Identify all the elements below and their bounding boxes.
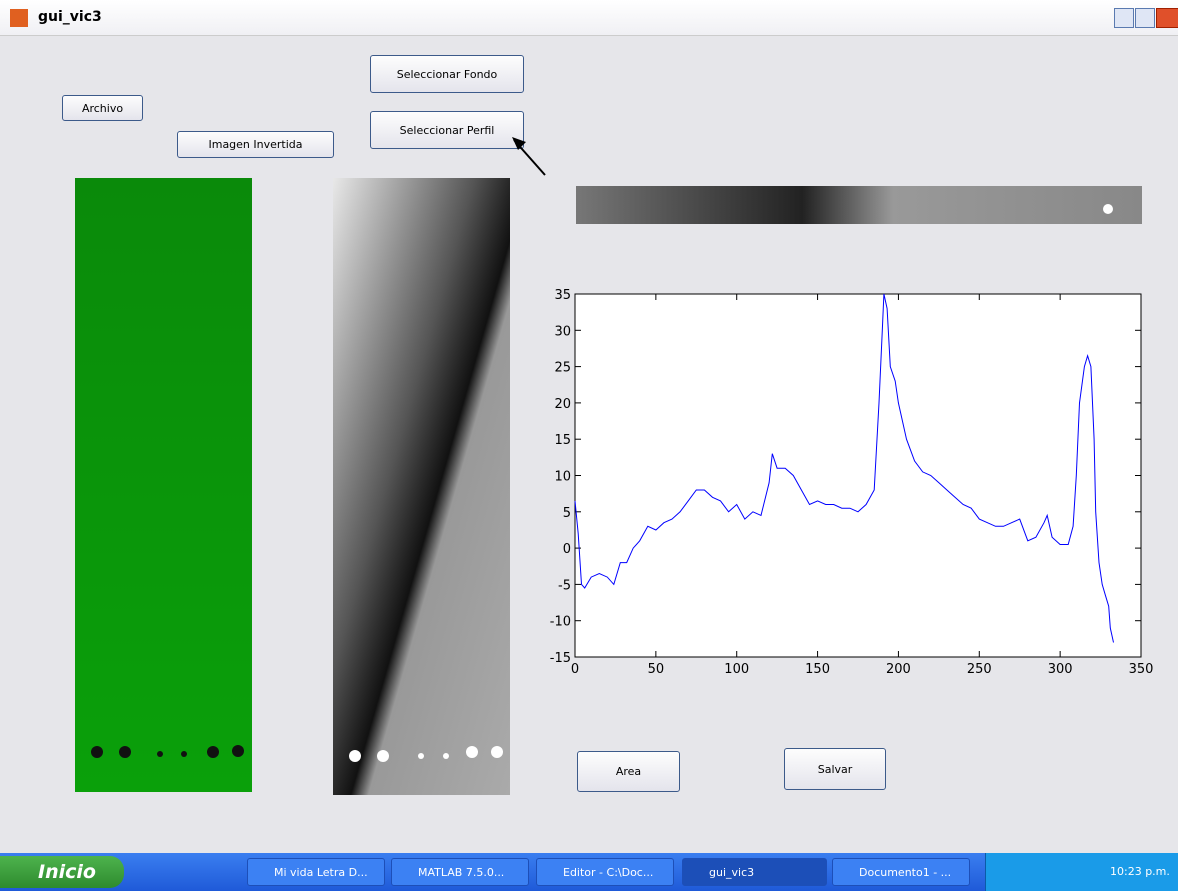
minimize[interactable]: [1114, 8, 1134, 28]
y-tick-label: 0: [563, 542, 571, 557]
green-spots: [91, 745, 244, 758]
y-tick-label: 35: [554, 288, 571, 303]
window-title: gui_vic3: [38, 9, 102, 25]
strip-spot: [1103, 204, 1113, 214]
y-tick-label: 5: [563, 506, 571, 521]
y-tick-label: 10: [554, 470, 571, 485]
button[interactable]: Archivo: [62, 95, 143, 121]
x-tick-label: 150: [805, 662, 830, 677]
y-tick-label: 30: [554, 324, 571, 339]
task-item[interactable]: MATLAB 7.5.0...: [391, 858, 529, 886]
button[interactable]: Area: [577, 751, 680, 792]
inverted-image: [333, 178, 510, 795]
data-line: [574, 293, 1114, 643]
button[interactable]: Salvar: [784, 748, 886, 790]
app-icon: [10, 9, 28, 27]
restore[interactable]: [1135, 8, 1155, 28]
start-button[interactable]: Inicio: [0, 856, 124, 888]
title-bar: gui_vic3: [0, 0, 1178, 36]
x-tick-label: 250: [967, 662, 992, 677]
button[interactable]: Seleccionar Perfil: [370, 111, 524, 149]
plot-area: [574, 293, 1142, 658]
x-tick-label: 100: [724, 662, 749, 677]
y-tick-label: 20: [554, 397, 571, 412]
x-tick-label: 0: [571, 662, 579, 677]
green-image: [75, 178, 252, 792]
task-item[interactable]: Mi vida Letra D...: [247, 858, 385, 886]
y-tick-label: -5: [558, 578, 571, 593]
y-tick-label: -15: [550, 651, 571, 666]
task-item[interactable]: Documento1 - ...: [832, 858, 970, 886]
x-tick-label: 200: [886, 662, 911, 677]
profile-strip: [576, 186, 1142, 224]
task-item[interactable]: gui_vic3: [682, 858, 827, 886]
close[interactable]: [1156, 8, 1178, 28]
button[interactable]: Seleccionar Fondo: [370, 55, 524, 93]
x-tick-label: 300: [1048, 662, 1073, 677]
inverted-spots: [349, 746, 503, 762]
x-tick-label: 350: [1129, 662, 1154, 677]
button[interactable]: Imagen Invertida: [177, 131, 334, 158]
x-tick-label: 50: [648, 662, 665, 677]
task-item[interactable]: Editor - C:\Doc...: [536, 858, 674, 886]
y-tick-label: 15: [554, 433, 571, 448]
y-tick-label: 25: [554, 361, 571, 376]
clock: 10:23 p.m.: [1110, 865, 1170, 878]
y-tick-label: -10: [550, 615, 571, 630]
clock-tray: [985, 853, 1178, 891]
